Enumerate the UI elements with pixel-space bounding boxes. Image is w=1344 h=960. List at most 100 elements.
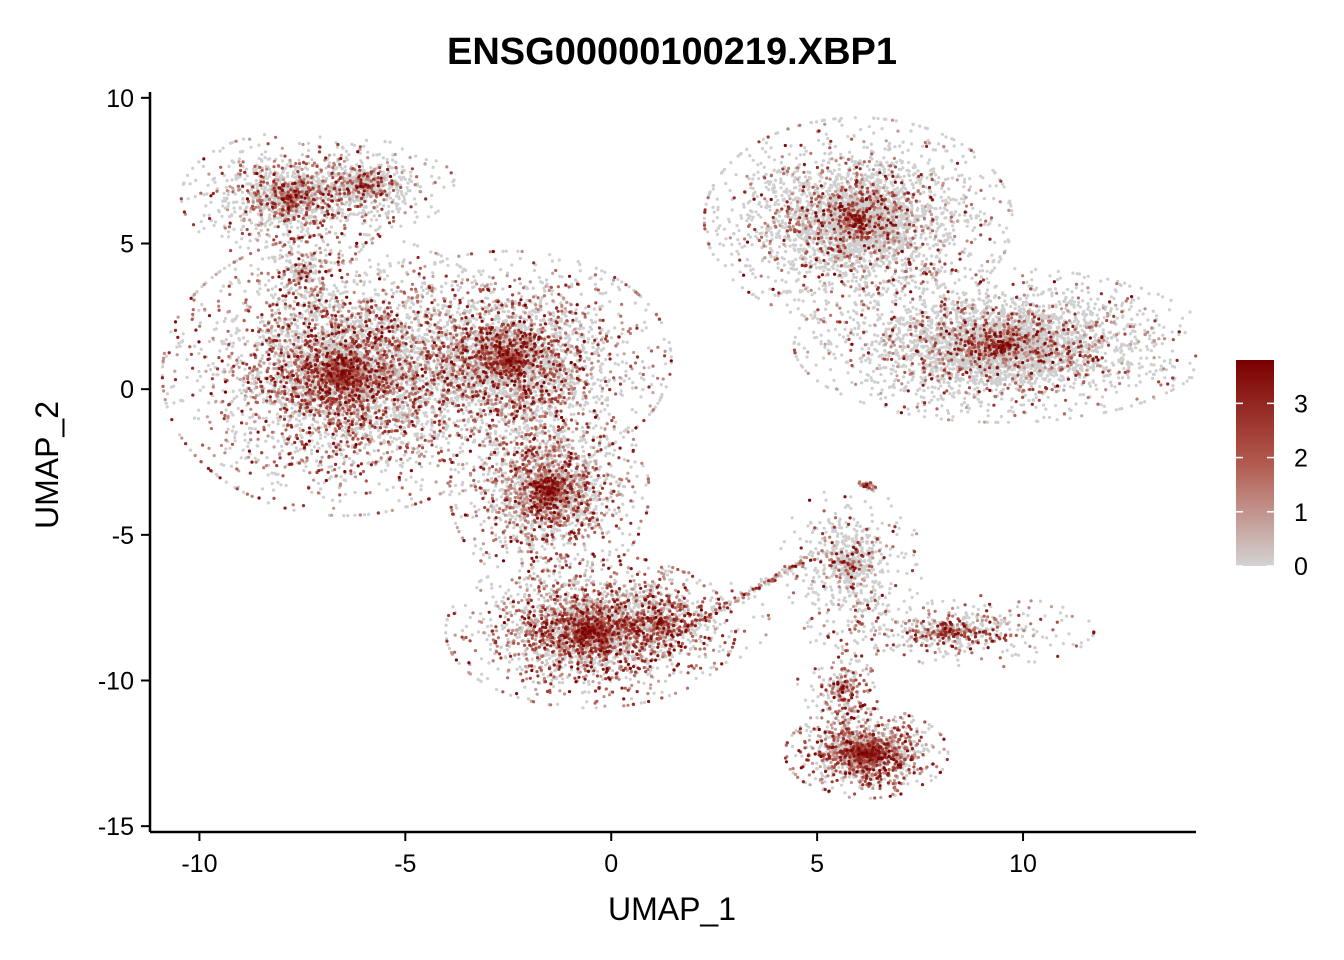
cell-point [367, 211, 370, 214]
cell-point [283, 439, 286, 442]
cell-point [348, 457, 351, 460]
cell-point [362, 433, 365, 436]
cell-point [314, 272, 317, 275]
cell-point [324, 248, 327, 251]
cell-point [261, 320, 264, 323]
cell-point [295, 418, 298, 421]
cell-point [219, 270, 222, 273]
cell-point [391, 450, 394, 453]
cell-point [401, 397, 404, 400]
cell-point [319, 338, 322, 341]
cell-point [382, 400, 385, 403]
cell-point [244, 368, 247, 371]
cell-point [310, 452, 313, 455]
cell-point [298, 419, 301, 422]
cell-point [278, 257, 281, 260]
cell-point [242, 202, 245, 205]
cell-point [207, 364, 210, 367]
cell-point [277, 308, 280, 311]
cell-point [331, 394, 334, 397]
cell-point [310, 449, 313, 452]
cell-point [242, 225, 245, 228]
cell-point [200, 348, 203, 351]
cell-point [408, 178, 411, 181]
cell-point [430, 194, 433, 197]
cell-point [265, 456, 268, 459]
cell-point [219, 289, 222, 292]
cell-point [355, 258, 358, 261]
cell-point [353, 471, 356, 474]
cell-point [324, 435, 327, 438]
cell-point [301, 340, 304, 343]
cell-point [273, 260, 276, 263]
cell-point [255, 179, 258, 182]
cell-point [415, 461, 418, 464]
cell-point [409, 174, 412, 177]
cell-point [257, 144, 260, 147]
cell-point [445, 437, 448, 440]
cell-point [231, 345, 234, 348]
cell-point [460, 428, 463, 431]
cell-point [233, 436, 236, 439]
cell-point [232, 342, 235, 345]
cell-point [375, 153, 378, 156]
cell-point [324, 190, 327, 193]
cell-point [240, 456, 243, 459]
cell-point [382, 156, 385, 159]
cell-point [299, 373, 302, 376]
cell-point [396, 425, 399, 428]
cell-point [395, 207, 398, 210]
cell-point [302, 379, 305, 382]
cell-point [283, 286, 286, 289]
cell-point [165, 402, 168, 405]
cell-point [389, 436, 392, 439]
cell-point [310, 406, 313, 409]
cell-point [397, 261, 400, 264]
cell-point [338, 307, 341, 310]
cell-point [269, 217, 272, 220]
cell-point [290, 407, 293, 410]
cell-point [274, 344, 277, 347]
cell-point [384, 140, 387, 143]
cell-point [319, 135, 322, 138]
cell-point [301, 436, 304, 439]
cell-point [382, 171, 385, 174]
cell-point [383, 322, 386, 325]
cell-point [325, 411, 328, 414]
cell-point [263, 133, 266, 136]
cell-point [363, 513, 366, 516]
cell-point [246, 445, 249, 448]
cell-point [288, 260, 291, 263]
cell-point [278, 364, 281, 367]
cell-point [222, 340, 225, 343]
cell-point [222, 464, 225, 467]
cell-point [261, 354, 264, 357]
cell-point [296, 319, 299, 322]
cell-point [363, 233, 366, 236]
cell-point [387, 205, 390, 208]
cell-point [230, 411, 233, 414]
cell-point [241, 191, 244, 194]
cell-point [286, 175, 289, 178]
cell-point [369, 431, 372, 434]
cell-point [203, 214, 206, 217]
cell-point [397, 499, 400, 502]
cell-point [402, 176, 405, 179]
cell-point [442, 186, 445, 189]
cell-point [281, 403, 284, 406]
cell-point [297, 159, 300, 162]
cell-point [233, 397, 236, 400]
cell-point [319, 487, 322, 490]
cell-point [238, 280, 241, 283]
cell-point [379, 404, 382, 407]
cell-point [199, 321, 202, 324]
cell-point [306, 309, 309, 312]
cell-point [314, 265, 317, 268]
cell-point [220, 215, 223, 218]
cell-point [328, 305, 331, 308]
cell-point [204, 204, 207, 207]
cell-point [431, 425, 434, 428]
cell-point [339, 219, 342, 222]
cell-point [341, 280, 344, 283]
cell-point [317, 332, 320, 335]
